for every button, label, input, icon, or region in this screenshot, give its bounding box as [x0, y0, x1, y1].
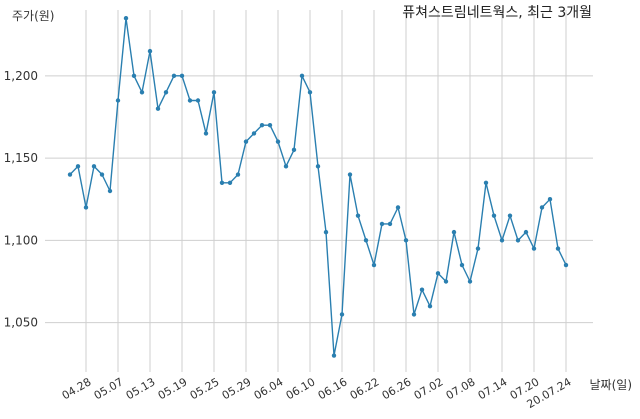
- price-series: [67, 16, 569, 358]
- data-point: [371, 262, 377, 268]
- x-axis-label: 날짜(일): [590, 378, 632, 392]
- data-point: [203, 131, 209, 136]
- data-point: [387, 221, 393, 227]
- data-point: [475, 246, 481, 251]
- data-point: [259, 122, 265, 128]
- x-tick-label: 06.04: [252, 375, 286, 402]
- data-point: [195, 98, 201, 103]
- data-point: [427, 303, 433, 309]
- x-tick-label: 06.16: [316, 375, 350, 402]
- data-point: [131, 73, 137, 79]
- data-point: [347, 172, 353, 177]
- x-tick-label: 04.28: [60, 375, 94, 402]
- data-point: [555, 246, 561, 251]
- data-point: [507, 213, 513, 218]
- x-tick-labels: 04.2805.0705.1305.1905.2505.2906.0406.10…: [60, 375, 574, 411]
- data-point: [243, 139, 249, 144]
- data-point: [291, 147, 297, 153]
- data-point: [171, 73, 177, 79]
- data-point: [403, 238, 409, 243]
- data-point: [307, 90, 313, 95]
- data-point: [531, 246, 537, 251]
- x-tick-label: 05.25: [188, 375, 222, 402]
- data-point: [331, 353, 337, 358]
- data-point: [187, 98, 193, 103]
- data-point: [155, 106, 161, 111]
- data-point: [283, 164, 289, 169]
- data-point: [179, 73, 185, 79]
- data-point: [499, 238, 505, 243]
- data-point: [451, 229, 457, 235]
- y-tick-label: 1,200: [4, 69, 38, 83]
- data-point: [523, 229, 529, 235]
- x-tick-label: 06.10: [284, 375, 318, 402]
- data-point: [91, 164, 97, 169]
- x-tick-label: 05.13: [124, 375, 158, 402]
- data-point: [515, 238, 521, 243]
- data-point: [539, 205, 545, 210]
- data-point: [419, 287, 425, 292]
- data-point: [339, 312, 345, 317]
- data-point: [235, 172, 241, 177]
- data-point: [547, 197, 553, 202]
- data-point: [75, 164, 81, 169]
- y-tick-labels: 1,050 1,100 1,150 1,200: [4, 69, 38, 330]
- data-point: [299, 73, 305, 79]
- x-tick-label: 06.26: [380, 375, 414, 402]
- data-point: [411, 312, 417, 317]
- data-point: [315, 164, 321, 169]
- data-point: [227, 180, 233, 185]
- data-point: [323, 229, 329, 235]
- data-point: [99, 172, 105, 177]
- data-point: [491, 213, 497, 218]
- horizontal-gridlines: [45, 75, 593, 324]
- x-tick-label: 07.02: [412, 375, 446, 402]
- data-point: [363, 238, 369, 243]
- data-point: [115, 98, 121, 103]
- y-tick-label: 1,150: [4, 151, 38, 165]
- data-point: [483, 180, 489, 185]
- data-point: [219, 180, 225, 185]
- x-tick-label: 07.08: [444, 375, 478, 402]
- x-tick-label: 07.14: [476, 375, 510, 402]
- data-point: [67, 172, 73, 177]
- chart-title: 퓨쳐스트림네트웍스, 최근 3개월: [402, 5, 592, 21]
- data-point: [107, 188, 113, 194]
- data-point: [267, 122, 273, 128]
- data-point: [275, 139, 281, 144]
- data-point: [379, 221, 385, 227]
- series-line: [69, 17, 567, 357]
- data-point: [443, 279, 449, 284]
- data-point: [395, 205, 401, 210]
- data-point: [435, 271, 441, 276]
- data-point: [139, 90, 145, 95]
- data-point: [459, 262, 465, 268]
- vertical-gridlines: [85, 10, 567, 372]
- data-point: [147, 48, 153, 54]
- y-tick-label: 1,050: [4, 316, 38, 330]
- data-point: [563, 262, 569, 268]
- x-tick-label: 05.07: [92, 375, 126, 402]
- data-point: [251, 131, 257, 136]
- x-tick-label: 06.22: [348, 375, 382, 402]
- data-point: [467, 279, 473, 284]
- data-point: [163, 90, 169, 95]
- x-tick-label: 05.29: [220, 375, 254, 402]
- data-point: [123, 16, 129, 21]
- data-point: [211, 90, 217, 95]
- data-point: [355, 213, 361, 218]
- y-axis-label: 주가(원): [12, 9, 54, 23]
- y-tick-label: 1,100: [4, 233, 38, 247]
- data-point: [83, 205, 89, 210]
- x-tick-label: 05.19: [156, 375, 190, 402]
